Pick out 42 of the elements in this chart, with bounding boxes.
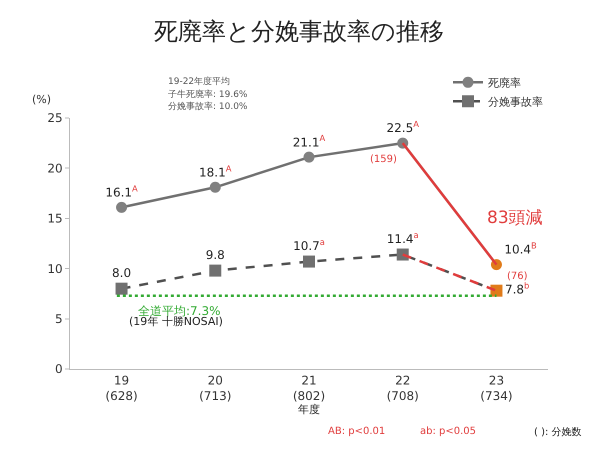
x-axis-title: 年度 xyxy=(298,403,320,416)
data-label: 10.7$^{a}$ xyxy=(293,237,325,254)
legend-label: 死廃率 xyxy=(488,76,521,90)
y-axis-title: (%) xyxy=(32,93,52,106)
chart-title: 死廃率と分娩事故率の推移 xyxy=(154,17,444,46)
point xyxy=(116,282,128,295)
data-label: 16.1$^{A}$ xyxy=(105,183,138,200)
y-tick-label: 15 xyxy=(47,212,63,226)
y-tick-label: 10 xyxy=(47,262,63,276)
point xyxy=(304,152,314,163)
point xyxy=(209,264,222,277)
annotation: 83頭減 xyxy=(487,208,543,228)
x-tick-label: 21 (802) xyxy=(292,373,326,403)
data-label: 8.0 xyxy=(112,266,132,280)
text: ab: p<0.05 xyxy=(420,426,476,437)
data-label: 22.5$^{A}$ xyxy=(386,119,420,136)
y-tick-label: 25 xyxy=(47,111,63,126)
text: AB: p<0.01 xyxy=(328,426,386,437)
text: 分娩事故率: 10.0% xyxy=(168,101,248,112)
data-label: 9.8 xyxy=(206,248,225,262)
data-label: 7.8$^{b}$ xyxy=(504,280,530,297)
point xyxy=(116,202,128,213)
y-tick-label: 5 xyxy=(54,312,63,326)
point xyxy=(303,256,315,268)
text: 子牛死廃率: 19.6% xyxy=(168,89,248,100)
data-label: 21.1$^{A}$ xyxy=(292,133,326,150)
annotation: (76) xyxy=(507,271,528,282)
x-tick-label: 23 (734) xyxy=(480,373,513,403)
x-tick-label: 19 (628) xyxy=(105,373,138,403)
x-tick-label: 20 (713) xyxy=(199,373,232,403)
annotation: (159) xyxy=(370,154,397,165)
point xyxy=(210,182,221,193)
text: ( ): 分娩数 xyxy=(534,426,582,438)
x-tick-label: 22 (708) xyxy=(386,373,419,403)
annotation: (19年 十勝NOSAI) xyxy=(129,315,223,328)
data-label: 11.4$^{a}$ xyxy=(386,230,419,246)
y-tick-label: 0 xyxy=(54,362,63,376)
text: 19-22年度平均 xyxy=(168,76,230,87)
data-label: 10.4$^{B}$ xyxy=(504,240,538,257)
data-label: 18.1$^{A}$ xyxy=(199,163,232,180)
y-tick-label: 20 xyxy=(47,161,63,176)
legend-label: 分娩事故率 xyxy=(488,96,543,109)
